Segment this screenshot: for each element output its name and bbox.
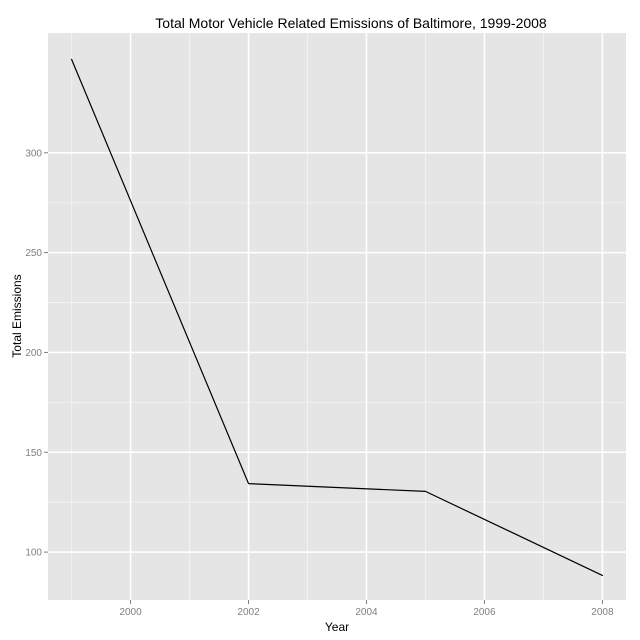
plot-panel: 2000 2002 2004 2006 2008 100 150 200 250 300 xyxy=(25,33,626,618)
y-tick-label: 150 xyxy=(25,448,42,459)
x-tick-label: 2002 xyxy=(237,607,260,618)
y-axis-title: Total Emissions xyxy=(10,274,24,357)
y-tick-label: 250 xyxy=(25,248,42,259)
chart-title: Total Motor Vehicle Related Emissions of… xyxy=(155,15,547,31)
panel-background xyxy=(48,33,626,600)
x-tick-label: 2000 xyxy=(119,607,142,618)
y-tick-label: 300 xyxy=(25,148,42,159)
y-tick-label: 200 xyxy=(25,348,42,359)
x-tick-label: 2004 xyxy=(355,607,378,618)
series-line xyxy=(70,58,604,577)
x-tick-label: 2006 xyxy=(473,607,496,618)
x-tick-label: 2008 xyxy=(591,607,614,618)
y-tick-label: 100 xyxy=(25,548,42,559)
x-axis-title: Year xyxy=(325,620,349,634)
